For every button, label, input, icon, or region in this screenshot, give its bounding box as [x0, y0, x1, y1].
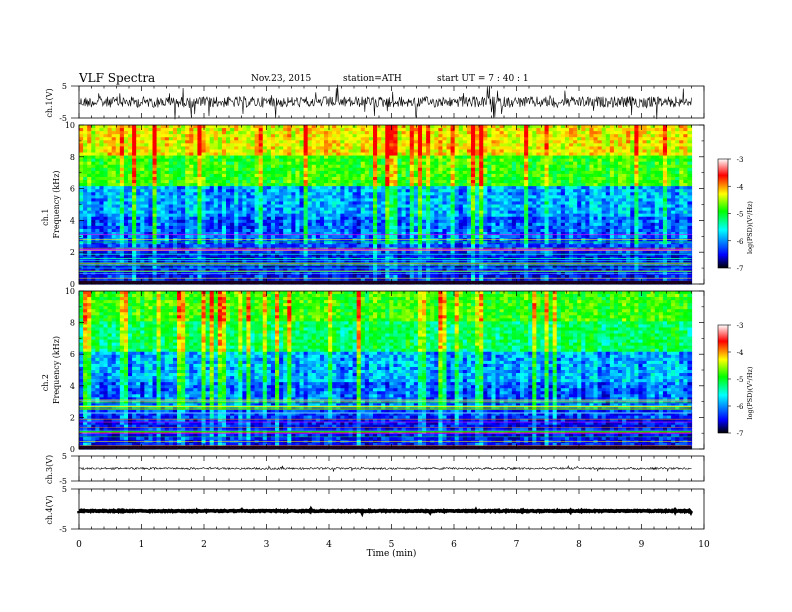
panel-frame-ch4-waveform	[78, 488, 705, 530]
colorbar-label: log(PSD)(V²/Hz)	[746, 201, 754, 254]
y-tick-label: 8	[70, 319, 75, 328]
x-tick-label: 2	[201, 540, 207, 550]
y-tick-label: 0	[70, 445, 75, 454]
panel-frame-ch1-waveform	[78, 85, 705, 119]
y-tick-label: 2	[70, 413, 75, 422]
x-tick-label: 6	[451, 540, 457, 550]
panel-frame-ch1-spectrogram	[78, 124, 705, 285]
x-tick-label: 3	[264, 540, 270, 550]
x-tick-label: 7	[514, 540, 520, 550]
colorbar-tick-label: -6	[737, 403, 744, 411]
y-tick-label: 5	[62, 82, 67, 91]
panel-frame-ch2-spectrogram	[78, 290, 705, 450]
y-axis-ch1-waveform	[71, 85, 79, 119]
time-ticks-ch1-waveform	[78, 86, 705, 118]
colorbar-tick-label: -4	[737, 349, 744, 357]
x-tick-label: 0	[76, 540, 82, 550]
y-tick-label: 0	[70, 280, 75, 289]
y-tick-label: 6	[70, 350, 75, 359]
x-tick-label: 5	[389, 540, 395, 550]
colorbar-ch1-spectrogram	[717, 158, 731, 269]
waveform-ch4-waveform	[77, 505, 694, 518]
y-tick-label: 10	[65, 287, 75, 296]
y-axis-label: Frequency (kHz)	[52, 336, 61, 404]
spectrogram-ch1-spectrogram	[79, 125, 693, 285]
waveform-ch3-waveform	[78, 465, 692, 473]
x-tick-label: 8	[576, 540, 582, 550]
colorbar-tick-label: -6	[737, 238, 744, 246]
waveform-ch1-waveform	[78, 84, 692, 120]
figure-title: VLF Spectra	[79, 71, 156, 85]
x-tick-label: 10	[698, 540, 710, 550]
x-axis-label: Time (min)	[367, 548, 417, 559]
y-tick-label: 5	[62, 485, 67, 494]
y-tick-label: 2	[70, 248, 75, 257]
colorbar-tick-label: -5	[737, 376, 744, 384]
start-time-label: start UT = 7 : 40 : 1	[437, 74, 529, 84]
station-label: station=ATH	[343, 74, 402, 84]
panel-frame-ch3-waveform	[78, 455, 705, 482]
colorbar-tick-label: -4	[737, 183, 744, 191]
colorbar-tick-label: -7	[737, 430, 744, 438]
y-tick-label: 6	[70, 185, 75, 194]
colorbar-label: log(PSD)(V²/Hz)	[746, 366, 754, 419]
y-tick-label: 4	[70, 216, 75, 225]
y-tick-label: -5	[59, 477, 67, 486]
y-tick-label: 8	[70, 153, 75, 162]
x-tick-label: 1	[139, 540, 145, 550]
colorbar-ch2-spectrogram	[717, 324, 731, 434]
y-tick-label: 4	[70, 382, 75, 391]
time-ticks-ch3-waveform	[78, 456, 705, 481]
y-tick-label: -5	[59, 114, 67, 123]
y-axis-ch3-waveform	[71, 455, 79, 482]
colorbar-tick-label: -3	[737, 322, 744, 330]
colorbar-tick-label: -7	[737, 265, 744, 273]
y-axis-label: ch.3(V)	[45, 455, 54, 484]
y-tick-label: -5	[59, 525, 67, 534]
channel-label: ch.1	[41, 209, 50, 226]
y-axis-label: Frequency (kHz)	[52, 170, 61, 238]
x-tick-label: 4	[326, 540, 332, 550]
channel-label: ch.2	[41, 374, 50, 391]
date-label: Nov.23, 2015	[251, 74, 312, 84]
spectrogram-ch2-spectrogram	[79, 291, 693, 450]
y-tick-label: 5	[62, 452, 67, 461]
y-tick-label: 10	[65, 121, 75, 130]
colorbar-tick-label: -5	[737, 211, 744, 219]
y-axis-label: ch.1(V)	[45, 88, 54, 117]
x-tick-label: 9	[639, 540, 645, 550]
y-axis-label: ch.4(V)	[45, 495, 54, 524]
time-ticks-ch1-spectrogram	[78, 125, 705, 284]
colorbar-tick-label: -3	[737, 156, 744, 164]
y-axis-ch4-waveform	[71, 488, 79, 530]
